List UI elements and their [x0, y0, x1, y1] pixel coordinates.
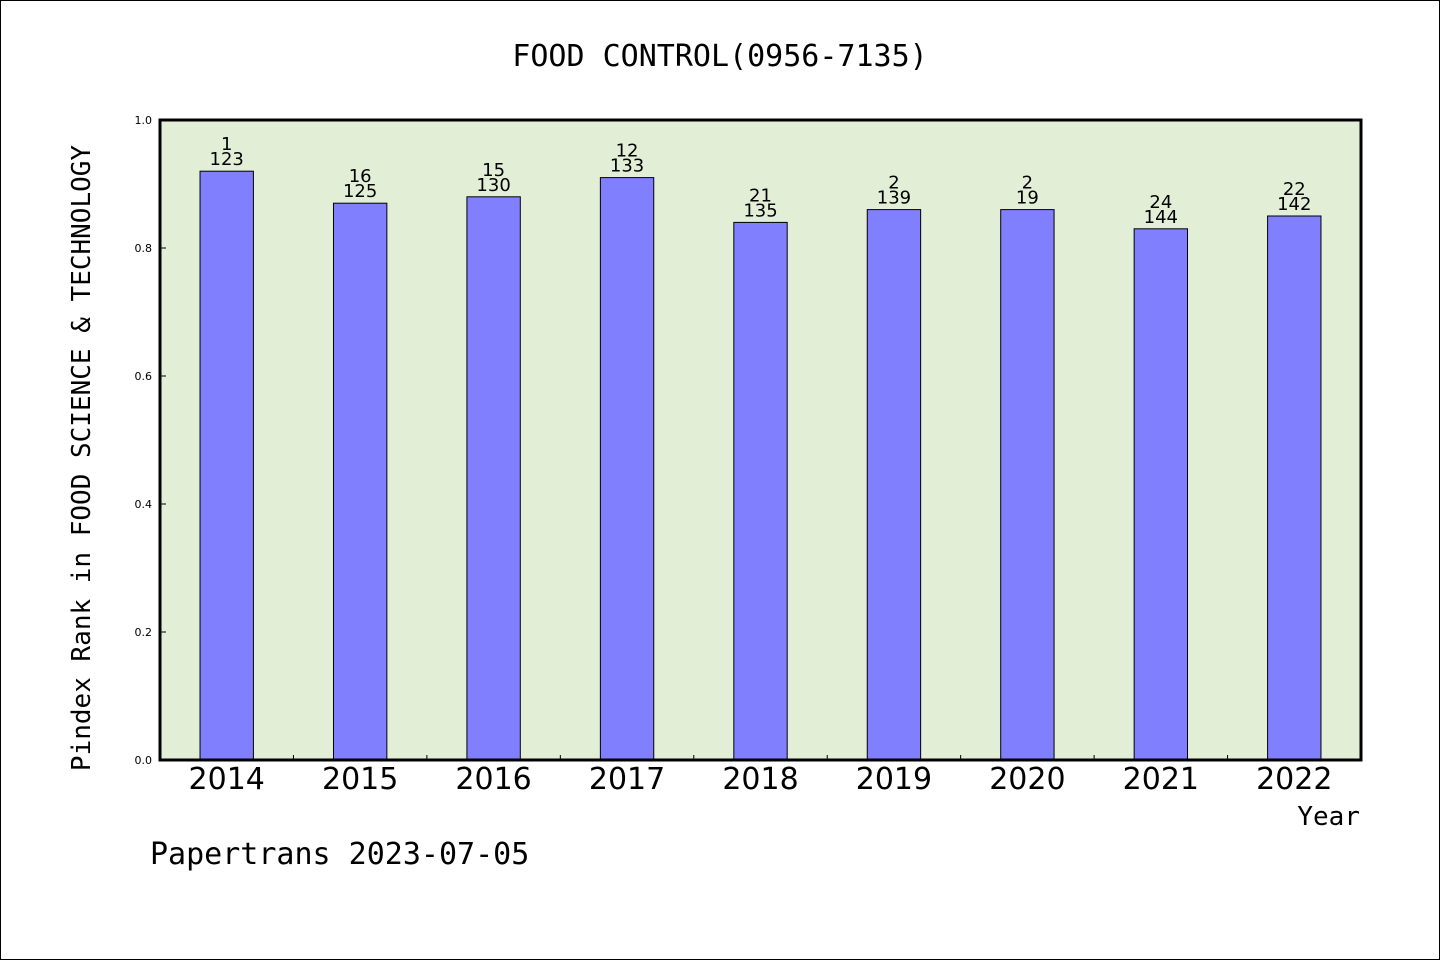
bar-label-bottom: 130 — [476, 175, 510, 196]
y-tick-label: 0.6 — [135, 370, 153, 383]
footer-credit: Papertrans 2023-07-05 — [150, 837, 529, 872]
bar-2021 — [1133, 228, 1189, 761]
y-tick-label: 1.0 — [135, 114, 153, 127]
x-tick-label: 2016 — [455, 762, 531, 797]
bar-label-bottom: 135 — [743, 200, 777, 221]
bar-label-bottom: 142 — [1277, 194, 1311, 215]
bar-label-bottom: 133 — [610, 156, 644, 177]
x-axis-label: Year — [1297, 802, 1360, 832]
bar-label-top: 21 — [749, 185, 772, 206]
bar-2022 — [1267, 215, 1322, 761]
x-tick-label: 2018 — [722, 762, 798, 797]
y-axis: 0.0 0.2 0.4 0.6 0.8 1.0 — [135, 114, 166, 767]
bar-2018 — [733, 221, 788, 761]
bar-2014 — [199, 170, 254, 761]
bar-label-bottom: 123 — [210, 149, 244, 170]
y-axis-label: Pindex Rank in FOOD SCIENCE & TECHNOLOGY — [67, 145, 97, 771]
x-axis: 2014 2015 2016 2017 2018 2019 2020 2021 2022 — [189, 755, 1332, 797]
bar-label-bottom: 139 — [877, 188, 911, 209]
plot-border — [158, 118, 1363, 762]
x-tick-label: 2020 — [989, 762, 1065, 797]
bar-label-top: 15 — [482, 160, 505, 181]
x-tick-label: 2014 — [189, 762, 265, 797]
y-tick-label: 0.2 — [135, 626, 153, 639]
bar-label-top: 12 — [616, 141, 639, 162]
x-tick-label: 2019 — [856, 762, 932, 797]
bars — [199, 170, 1322, 761]
bar-label-top: 1 — [221, 134, 232, 155]
bar-label-bottom: 125 — [343, 181, 377, 202]
bar-2015 — [332, 202, 388, 761]
x-tick-label: 2021 — [1123, 762, 1199, 797]
bar-label-top: 2 — [888, 173, 899, 194]
bar-2016 — [466, 196, 521, 761]
x-tick-label: 2022 — [1256, 762, 1332, 797]
bar-label-top: 2 — [1022, 173, 1033, 194]
bar-label-top: 24 — [1149, 192, 1172, 213]
y-tick-label: 0.8 — [135, 242, 153, 255]
chart-title: FOOD CONTROL(0956-7135) — [512, 39, 927, 74]
bar-2020 — [1000, 209, 1055, 761]
bar-2017 — [599, 177, 655, 761]
y-tick-label: 0.4 — [135, 498, 153, 511]
x-tick-label: 2015 — [322, 762, 398, 797]
bar-label-bottom: 144 — [1144, 207, 1178, 228]
y-tick-label: 0.0 — [135, 754, 153, 767]
bar-2019 — [866, 209, 922, 761]
bar-label-top: 22 — [1283, 179, 1306, 200]
bar-label-top: 16 — [349, 166, 372, 187]
x-tick-label: 2017 — [589, 762, 665, 797]
bar-label-bottom: 19 — [1016, 188, 1039, 209]
